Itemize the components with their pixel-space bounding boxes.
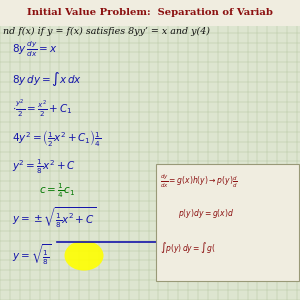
Text: $\cdot\frac{y^2}{2} = \frac{x^2}{2} + C_1$: $\cdot\frac{y^2}{2} = \frac{x^2}{2} + C_… [12,98,73,118]
Text: $\frac{dy}{dx} = g(x)h(y) \to p(y)\frac{d}{d}$: $\frac{dy}{dx} = g(x)h(y) \to p(y)\frac{… [160,173,238,190]
Text: Initial Value Problem:  Separation of Variab: Initial Value Problem: Separation of Var… [27,8,273,17]
Text: $\int p(y)\,dy = \int g($: $\int p(y)\,dy = \int g($ [160,240,216,255]
Text: $p(y)dy = g(x)d$: $p(y)dy = g(x)d$ [178,206,235,220]
Text: $8y\,\frac{dy}{dx} = x$: $8y\,\frac{dy}{dx} = x$ [12,40,58,59]
Text: $y^2 = \frac{1}{8}x^2 + C$: $y^2 = \frac{1}{8}x^2 + C$ [12,157,76,176]
Bar [0,0,300,26]
Text: nd f(x) if y = f(x) satisfies 8yy’ = x and y(4): nd f(x) if y = f(x) satisfies 8yy’ = x a… [3,27,210,36]
Text: $c = \frac{1}{4}c_1$: $c = \frac{1}{4}c_1$ [39,181,75,200]
Bar [156,164,298,280]
Text: $4y^2 = \left(\frac{1}{2}x^2 + C_1\right)\frac{1}{4}$: $4y^2 = \left(\frac{1}{2}x^2 + C_1\right… [12,128,101,148]
Text: $8y\,dy = \int x\,dx$: $8y\,dy = \int x\,dx$ [12,70,82,88]
Text: $y = \pm\sqrt{\frac{1}{8}x^2 + C}$: $y = \pm\sqrt{\frac{1}{8}x^2 + C}$ [12,205,96,230]
Text: $y = \sqrt{\frac{1}{8}}$: $y = \sqrt{\frac{1}{8}}$ [12,243,52,267]
Ellipse shape [64,241,104,271]
